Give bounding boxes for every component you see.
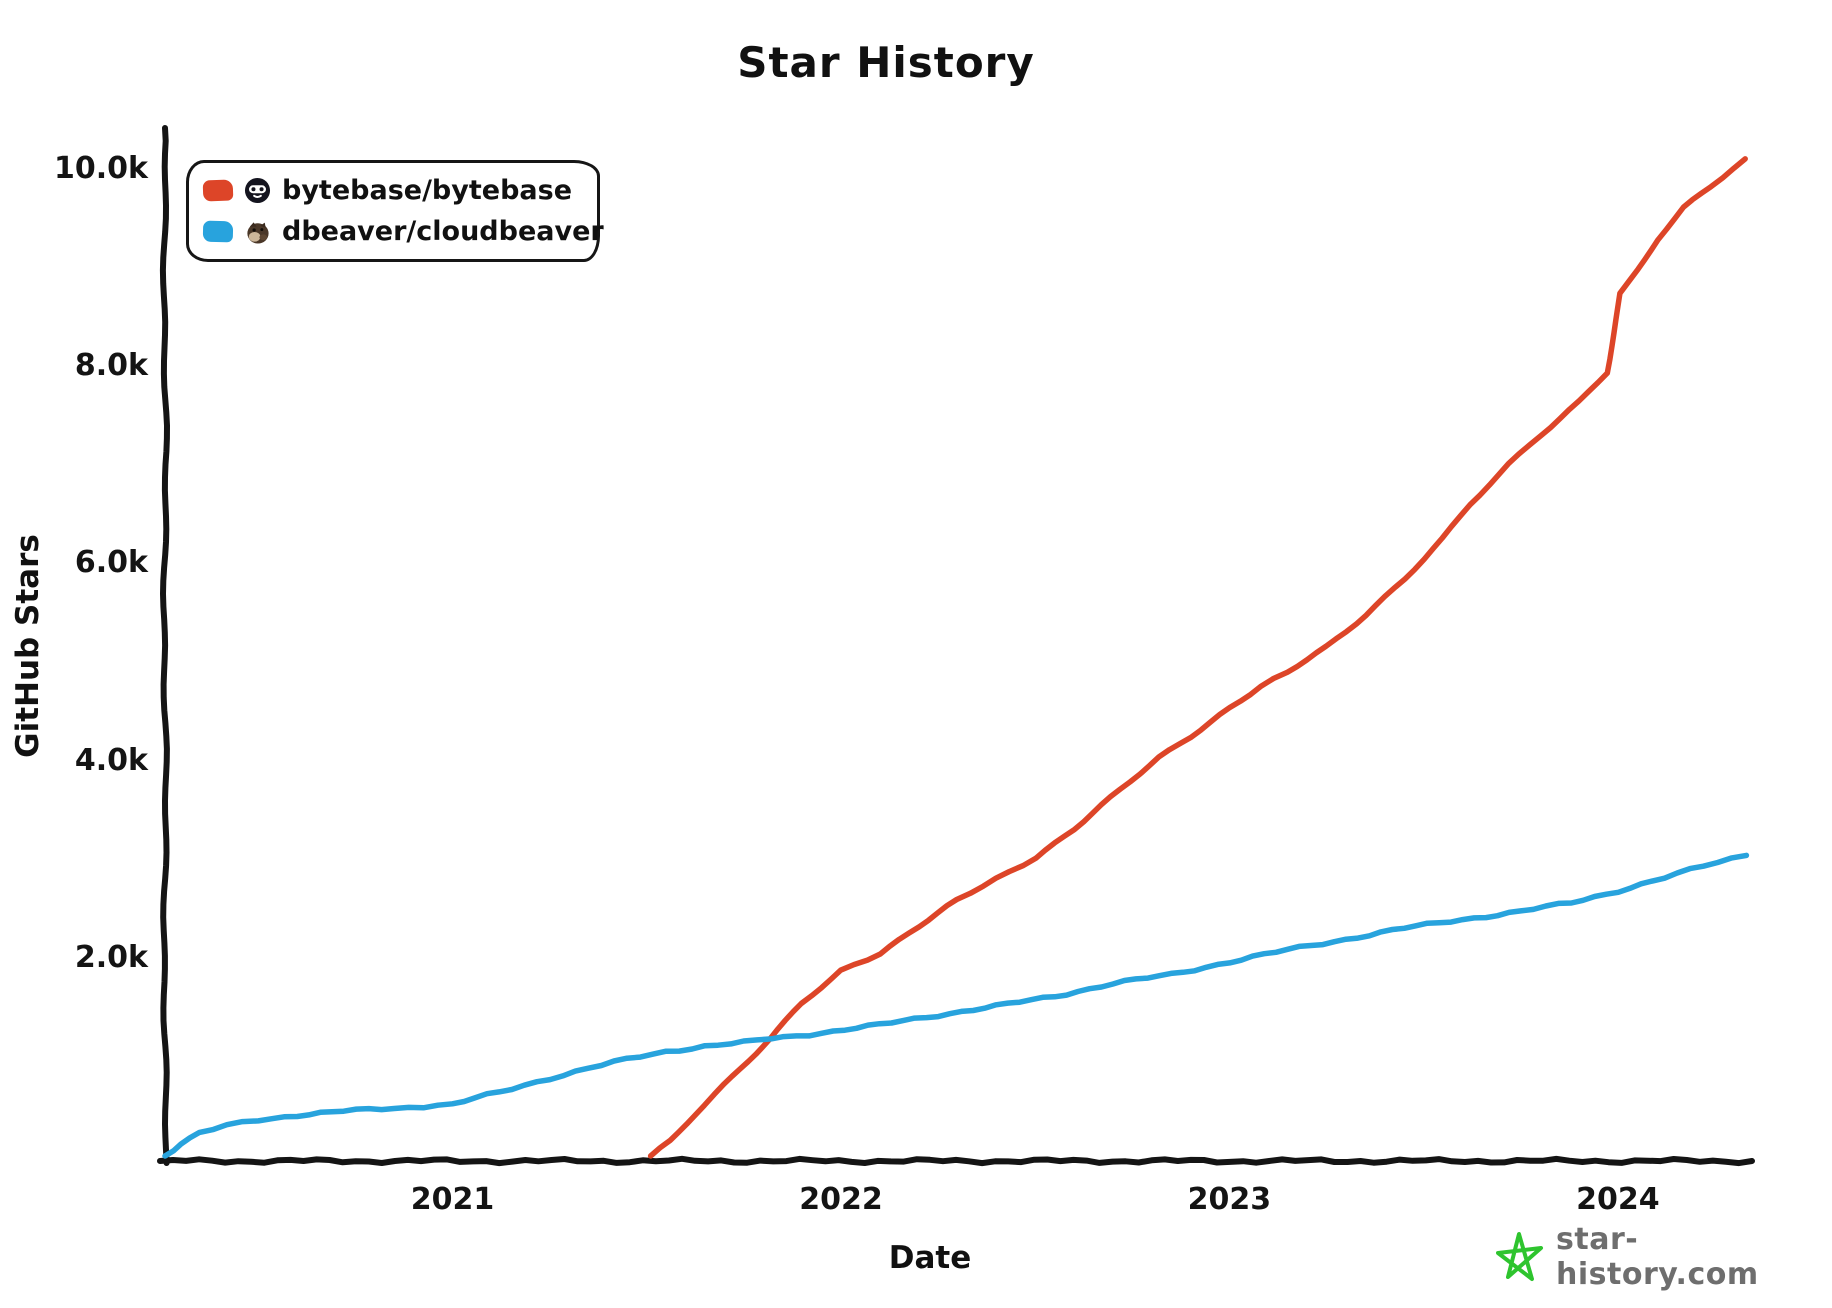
legend-label-bytebase: bytebase/bytebase	[282, 175, 573, 206]
y-axis-line	[159, 125, 170, 1166]
x-axis-line	[157, 1155, 1755, 1167]
legend-swatch-blue	[202, 220, 234, 243]
y-tick-6.0k: 6.0k	[74, 545, 148, 581]
series-line-bytebase	[647, 156, 1748, 1159]
beaver-avatar-icon	[247, 222, 269, 244]
chart-title: Star History	[737, 38, 1035, 87]
y-tick-10.0k: 10.0k	[54, 151, 148, 186]
legend-label-cloudbeaver: dbeaver/cloudbeaver	[282, 216, 604, 247]
legend-item-bytebase: bytebase/bytebase	[202, 175, 581, 206]
legend-item-cloudbeaver: dbeaver/cloudbeaver	[202, 216, 604, 247]
x-tick-2024: 2024	[1576, 1182, 1660, 1217]
legend: bytebase/bytebase dbeaver/cloudbeaver	[186, 160, 604, 262]
y-tick-8.0k: 8.0k	[74, 348, 148, 384]
legend-swatch-red	[202, 179, 234, 202]
x-tick-2023: 2023	[1187, 1182, 1272, 1217]
series-line-cloudbeaver	[162, 852, 1750, 1159]
watermark: star-history.com	[1494, 1222, 1832, 1292]
x-tick-2022: 2022	[799, 1182, 883, 1217]
bytebase-avatar-icon	[244, 177, 271, 204]
y-tick-4.0k: 4.0k	[74, 742, 148, 778]
x-tick-2021: 2021	[410, 1182, 495, 1217]
star-history-logo-icon	[1496, 1232, 1543, 1281]
y-tick-2.0k: 2.0k	[74, 939, 148, 975]
watermark-text: star-history.com	[1556, 1222, 1759, 1292]
y-axis-label: GitHub Stars	[10, 534, 46, 758]
x-axis-label: Date	[888, 1240, 972, 1276]
